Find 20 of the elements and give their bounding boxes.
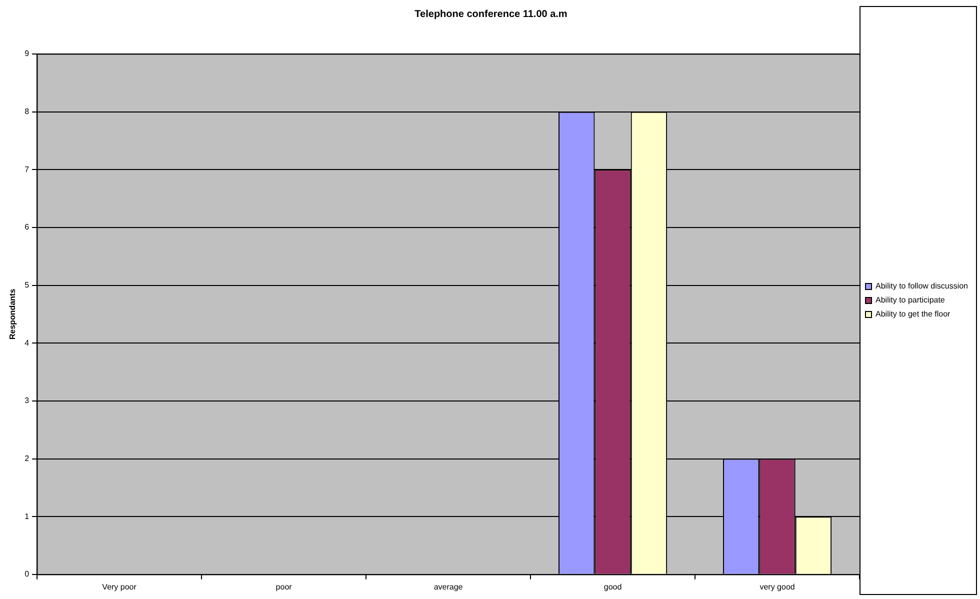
y-tick-label: 0: [24, 570, 30, 579]
legend-label: Ability to get the floor: [876, 310, 951, 319]
x-tick-label: poor: [276, 582, 292, 592]
y-tick-label: 4: [24, 338, 30, 348]
y-tick-label: 7: [24, 164, 30, 174]
x-tick-label: average: [434, 582, 464, 592]
y-tick-label: 8: [24, 107, 30, 116]
chart-title: Telephone conference 11.00 a.m: [414, 8, 568, 20]
y-axis-title: Respondants: [8, 288, 18, 340]
y-tick-label: 9: [24, 49, 30, 58]
x-tick-label: very good: [760, 582, 795, 592]
legend-label: Ability to participate: [876, 296, 946, 305]
y-tick-label: 3: [24, 396, 30, 406]
y-tick-label: 5: [24, 280, 30, 290]
legend-label: Ability to follow discussion: [876, 282, 968, 291]
y-tick-label: 1: [24, 512, 30, 521]
x-tick-label: Very poor: [102, 582, 137, 592]
y-tick-label: 2: [24, 454, 30, 463]
x-tick-label: good: [604, 582, 622, 592]
y-tick-label: 6: [24, 222, 30, 232]
